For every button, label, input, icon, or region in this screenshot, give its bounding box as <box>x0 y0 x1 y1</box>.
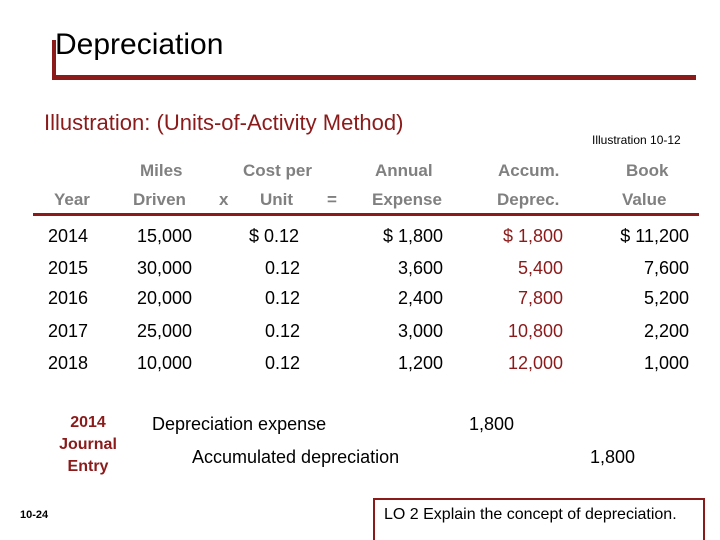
journal-debit-amount: 1,800 <box>469 414 515 434</box>
journal-credit-amount: 1,800 <box>590 447 636 467</box>
table-cell-book: 7,600 <box>643 258 689 278</box>
page-number: 10-24 <box>20 509 49 521</box>
table-cell-year: 2017 <box>48 321 89 341</box>
learning-objective-footer: LO 2 Explain the concept of depreciation… <box>384 506 677 523</box>
header-divider <box>33 213 699 216</box>
header-annual-top: Annual <box>375 161 433 180</box>
title-underline <box>52 75 696 80</box>
table-cell-cost: 0.12 <box>265 258 301 278</box>
table-cell-expense: 1,200 <box>397 353 443 373</box>
header-times: x <box>219 190 229 209</box>
table-cell-accum: 5,400 <box>517 258 563 278</box>
table-cell-year: 2016 <box>48 288 89 308</box>
table-cell-year: 2018 <box>48 353 89 373</box>
table-cell-book: 5,200 <box>643 288 689 308</box>
header-accum-top: Accum. <box>498 161 560 180</box>
table-cell-book: 2,200 <box>643 321 689 341</box>
table-cell-expense: 3,000 <box>397 321 443 341</box>
table-cell-expense: $ 1,800 <box>382 226 443 246</box>
title-accent-bar <box>52 40 56 80</box>
header-miles-bottom: Driven <box>133 190 186 209</box>
header-cost-top: Cost per <box>243 161 312 180</box>
header-annual-bottom: Expense <box>372 190 442 209</box>
table-cell-cost: 0.12 <box>265 353 301 373</box>
table-cell-book: $ 11,200 <box>620 226 689 246</box>
table-cell-accum: 12,000 <box>507 353 563 373</box>
slide-title: Depreciation <box>55 28 224 61</box>
table-cell-cost: $ 0.12 <box>249 226 300 246</box>
table-cell-year: 2015 <box>48 258 89 278</box>
header-miles-top: Miles <box>140 161 183 180</box>
table-cell-miles: 20,000 <box>137 288 193 308</box>
table-cell-miles: 30,000 <box>137 258 193 278</box>
header-year: Year <box>54 190 90 209</box>
illustration-subtitle: Illustration: (Units-of-Activity Method) <box>44 110 403 136</box>
table-cell-expense: 3,600 <box>397 258 443 278</box>
footer-frame <box>373 498 705 540</box>
table-cell-miles: 15,000 <box>137 226 193 246</box>
header-equals: = <box>327 190 337 209</box>
table-cell-accum: 7,800 <box>517 288 563 308</box>
header-cost-bottom: Unit <box>260 190 294 209</box>
table-cell-expense: 2,400 <box>397 288 443 308</box>
header-book-bottom: Value <box>622 190 667 209</box>
table-cell-year: 2014 <box>48 226 89 246</box>
table-cell-accum: $ 1,800 <box>502 226 563 246</box>
header-book-top: Book <box>626 161 669 180</box>
journal-entry-label: 2014 Journal Entry <box>48 412 128 478</box>
table-cell-miles: 25,000 <box>137 321 193 341</box>
header-accum-bottom: Deprec. <box>497 190 560 209</box>
journal-label-year: 2014 <box>70 414 106 431</box>
subtitle-method: (Units-of-Activity Method) <box>156 110 404 135</box>
table-cell-cost: 0.12 <box>265 288 301 308</box>
table-cell-accum: 10,800 <box>507 321 563 341</box>
illustration-reference: Illustration 10-12 <box>592 133 681 147</box>
table-cell-book: 1,000 <box>643 353 689 373</box>
table-cell-miles: 10,000 <box>137 353 193 373</box>
table-cell-cost: 0.12 <box>265 321 301 341</box>
journal-credit-account: Accumulated depreciation <box>192 447 400 467</box>
journal-label-entry: Entry <box>67 458 109 475</box>
journal-debit-account: Depreciation expense <box>152 414 327 434</box>
journal-label-journal: Journal <box>59 436 117 453</box>
subtitle-prefix: Illustration: <box>44 110 151 135</box>
